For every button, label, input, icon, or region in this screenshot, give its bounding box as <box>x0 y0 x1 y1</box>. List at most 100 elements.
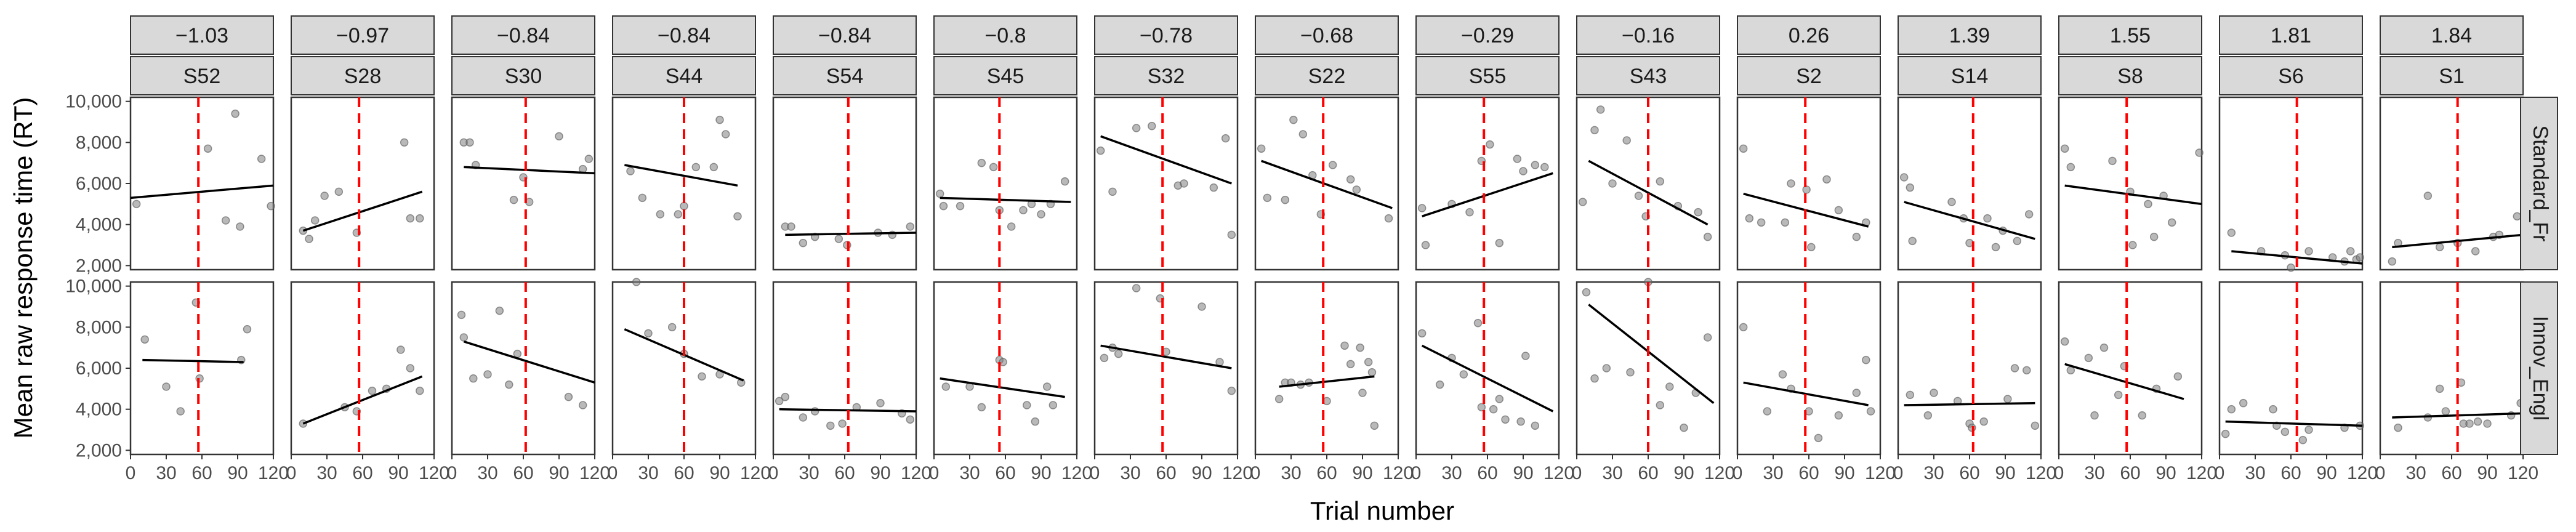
data-point <box>1622 136 1631 145</box>
data-point <box>1346 360 1355 369</box>
data-point <box>1023 401 1031 409</box>
strip-subject-label: S55 <box>1469 65 1507 88</box>
data-point <box>1862 355 1870 365</box>
data-point <box>469 374 478 383</box>
data-point <box>1384 214 1393 223</box>
data-point <box>709 163 718 172</box>
facet-panel <box>129 281 275 456</box>
regression-line <box>1421 344 1554 413</box>
strip-value-box <box>1737 15 1881 55</box>
regression-line <box>1743 381 1869 406</box>
data-point <box>221 216 230 225</box>
data-point <box>1148 121 1156 131</box>
data-point <box>1495 395 1504 403</box>
strip-subject-box <box>2058 56 2202 95</box>
data-point <box>1473 318 1483 328</box>
strip-subject-label: S30 <box>505 65 542 88</box>
regression-line <box>1279 375 1375 388</box>
data-point <box>2099 343 2109 352</box>
data-point <box>406 364 415 373</box>
x-tick-label: 120 <box>258 463 289 483</box>
data-point <box>1352 185 1361 194</box>
data-point <box>1367 368 1377 377</box>
panel-border <box>451 281 596 456</box>
data-point <box>1513 155 1522 163</box>
data-point <box>1421 241 1430 249</box>
data-point <box>1991 243 2000 252</box>
y-axis: 2,0004,0006,0008,00010,0002,0004,0006,00… <box>65 92 131 461</box>
data-point <box>1289 115 1298 124</box>
x-tick-label: 30 <box>316 463 337 483</box>
x-tick-label: 120 <box>2026 463 2056 483</box>
x-tick-label: 90 <box>549 463 569 483</box>
strip-value-box <box>612 15 756 55</box>
strip-subject-label: S45 <box>987 65 1024 88</box>
data-point <box>2298 435 2308 445</box>
data-point <box>1417 329 1427 338</box>
data-point <box>691 163 701 172</box>
y-axis-title: Mean raw response time (RT) <box>9 97 38 439</box>
x-tick-label: 60 <box>191 463 212 483</box>
strip-subject-box <box>933 56 1077 95</box>
data-point <box>2269 405 2277 414</box>
data-point <box>977 158 986 167</box>
x-tick-label: 30 <box>2405 463 2426 483</box>
data-point <box>715 115 724 124</box>
data-point <box>2173 372 2183 381</box>
data-point <box>1739 323 1748 332</box>
data-point <box>2346 247 2355 256</box>
strip-value-label: 1.84 <box>2431 24 2472 47</box>
x-tick-label: 30 <box>1120 463 1140 483</box>
regression-line <box>1904 201 2035 240</box>
facet-panel <box>772 281 917 456</box>
facet-panel <box>290 96 435 271</box>
strip-value-box <box>1415 15 1560 55</box>
regression-line <box>302 190 423 232</box>
data-point <box>1703 333 1712 342</box>
regression-line <box>2392 233 2524 249</box>
x-tick-label: 0 <box>929 463 940 483</box>
x-tick-label: 30 <box>2084 463 2104 483</box>
data-point <box>2227 228 2236 237</box>
strip-value-label: 1.39 <box>1949 24 1990 47</box>
panel-border <box>290 96 435 271</box>
data-point <box>267 201 275 211</box>
data-point <box>1358 389 1367 397</box>
data-point <box>1608 179 1617 188</box>
facet-panel <box>1576 278 1721 456</box>
strip-subject-box <box>451 56 595 95</box>
data-point <box>1745 214 1754 223</box>
data-point <box>1356 343 1364 352</box>
data-point <box>1519 167 1527 175</box>
x-tick-label: 60 <box>1638 463 1658 483</box>
data-point <box>231 109 239 118</box>
y-tick-label: 10,000 <box>65 92 122 112</box>
data-point <box>787 222 795 231</box>
data-point <box>1596 105 1605 114</box>
data-point <box>2287 263 2295 272</box>
data-point <box>1763 407 1772 416</box>
data-point <box>2149 232 2159 241</box>
x-axis-title: Trial number <box>1310 496 1454 525</box>
x-tick-label: 30 <box>1602 463 1622 483</box>
panel-border <box>1415 96 1560 271</box>
data-point <box>989 163 998 172</box>
x-tick-label: 90 <box>870 463 890 483</box>
x-tick-label: 30 <box>1763 463 1783 483</box>
strip-subject-label: S6 <box>2278 65 2304 88</box>
data-point <box>1807 243 1816 252</box>
data-point <box>1100 353 1109 363</box>
panel-border <box>1736 281 1882 456</box>
data-point <box>1852 232 1861 241</box>
x-tick-label: 30 <box>477 463 497 483</box>
data-point <box>1435 380 1444 389</box>
x-tick-label: 120 <box>1383 463 1414 483</box>
data-point <box>483 370 492 379</box>
facet-panel <box>933 96 1078 271</box>
x-tick-label: 0 <box>1250 463 1261 483</box>
panel-border <box>2058 96 2203 271</box>
data-point <box>1582 288 1591 297</box>
data-point <box>1298 130 1308 139</box>
strip-value-box <box>1576 15 1720 55</box>
strip-subject-box <box>612 56 756 95</box>
